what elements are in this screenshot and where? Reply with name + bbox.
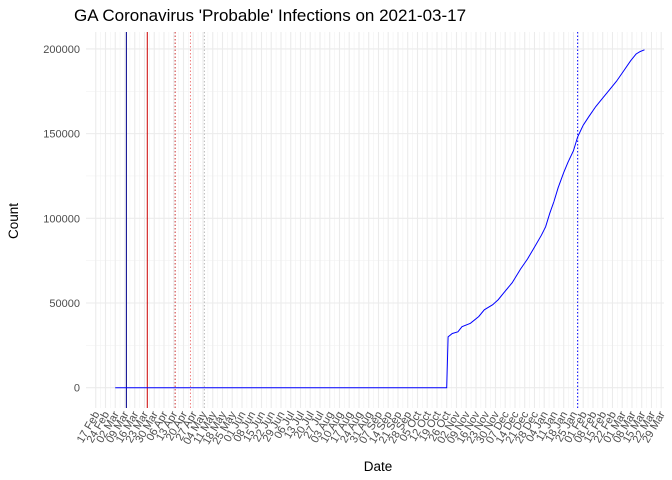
y-tick-label: 0 bbox=[74, 383, 80, 395]
major-gridlines bbox=[86, 32, 664, 408]
y-axis-ticks: 0 50000 100000 150000 200000 bbox=[43, 44, 80, 395]
minor-gridlines bbox=[86, 32, 664, 408]
series-layer bbox=[115, 49, 645, 389]
reference-lines bbox=[125, 32, 579, 408]
series-line bbox=[115, 49, 645, 389]
y-tick-label: 100000 bbox=[43, 213, 80, 225]
x-axis-title: Date bbox=[364, 459, 393, 474]
y-tick-label: 50000 bbox=[49, 298, 80, 310]
chart-title: GA Coronavirus 'Probable' Infections on … bbox=[74, 6, 467, 25]
y-axis-title: Count bbox=[6, 203, 21, 239]
y-tick-label: 200000 bbox=[43, 44, 80, 56]
y-tick-label: 150000 bbox=[43, 129, 80, 141]
